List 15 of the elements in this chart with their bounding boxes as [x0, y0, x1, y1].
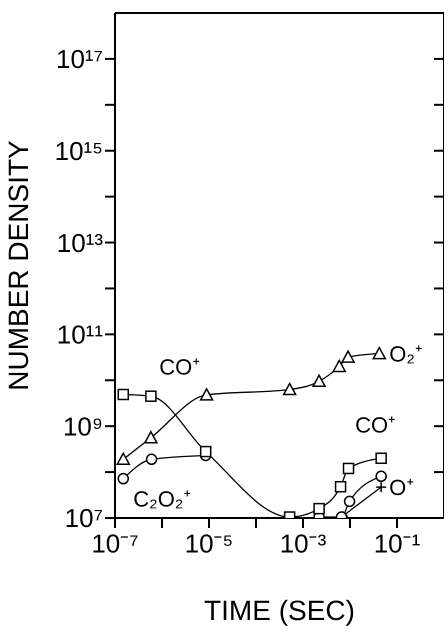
y-axis-title: NUMBER DENSITY	[2, 140, 34, 391]
x-tick-label: 10⁻³	[280, 528, 327, 558]
y-tick-label: 10¹³	[56, 228, 104, 258]
series-label: C₂O₂⁺	[133, 486, 190, 512]
y-tick-label: 10¹⁷	[56, 44, 103, 74]
series-label: O₂⁺	[389, 342, 422, 367]
x-tick-label: 10⁻¹	[374, 528, 421, 558]
y-tick-label: 10¹⁵	[54, 136, 103, 166]
legend-label: CO⁺	[355, 412, 396, 438]
series-label: O⁺	[389, 475, 414, 500]
x-tick-label: 10⁻⁵	[184, 528, 234, 558]
y-tick-label: 10⁹	[62, 411, 103, 442]
y-tick-label: 10¹¹	[56, 320, 104, 350]
text: CO⁺	[159, 354, 200, 380]
x-axis-title: TIME (SEC)	[204, 595, 355, 626]
